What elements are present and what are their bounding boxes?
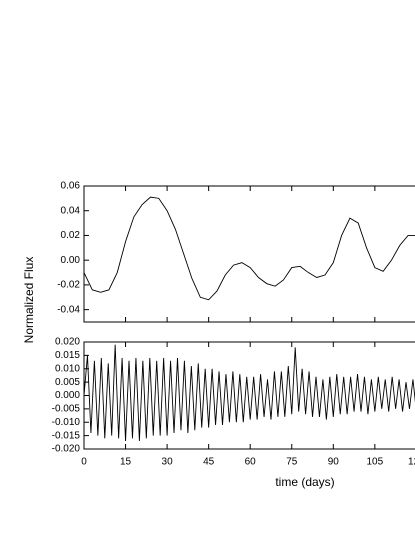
plot-frame [83,185,415,323]
x-tick-label: 105 [367,457,384,468]
y-tick-label: 0.020 [55,337,80,348]
y-tick-label: 0.06 [61,181,81,192]
y-tick-label: 0.04 [61,205,81,216]
y-axis-label: Normalized Flux [22,257,36,344]
x-tick-label: 45 [203,457,215,468]
y-tick-label: 0.02 [61,230,81,241]
x-tick-label: 15 [120,457,132,468]
x-tick-label: 0 [81,457,87,468]
y-tick-label: -0.04 [57,304,80,315]
y-tick-label: -0.02 [57,280,80,291]
x-tick-label: 120 [408,457,415,468]
x-axis-label: time (days) [275,475,334,489]
x-tick-label: 90 [328,457,340,468]
y-tick-label: 0.010 [55,363,80,374]
y-tick-label: -0.010 [52,417,81,428]
data-line [83,196,415,301]
x-tick-label: 30 [162,457,174,468]
y-tick-label: 0.00 [61,255,81,266]
y-tick-label: -0.020 [52,444,81,455]
x-tick-label: 60 [245,457,257,468]
y-tick-label: -0.005 [52,404,81,415]
y-tick-label: 0.000 [55,390,80,401]
x-tick-label: 75 [286,457,298,468]
plot-frame [83,341,415,450]
data-line [83,344,415,441]
y-tick-label: 0.005 [55,377,80,388]
y-tick-label: -0.015 [52,430,81,441]
y-tick-label: 0.015 [55,350,80,361]
